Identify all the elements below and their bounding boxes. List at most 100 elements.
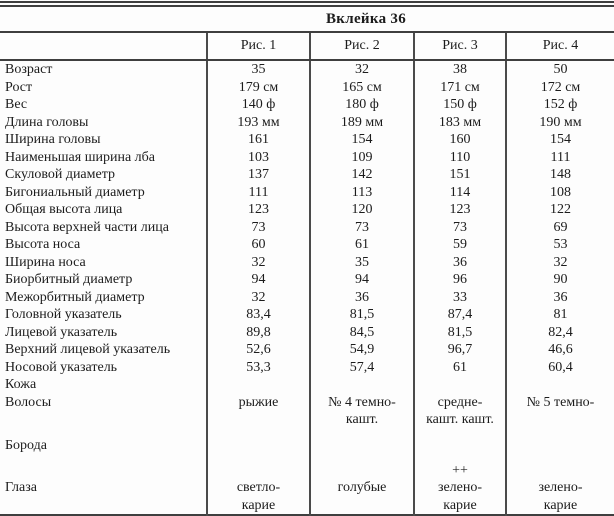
cell-value [309, 428, 414, 462]
table-row: Верхний лицевой указатель 52,6 54,9 96,7 46,… [0, 341, 614, 359]
cell-value: 122 [505, 201, 614, 219]
cell-value: 154 [505, 131, 614, 149]
cell-value [206, 376, 310, 394]
cell-value: 152 ф [505, 96, 614, 114]
table-row: Наименьшая ширина лба 103 109 110 111 [0, 148, 614, 166]
cell-value: 84,5 [309, 323, 414, 341]
table-row: Лицевой указатель 89,8 84,5 81,5 82,4 [0, 323, 614, 341]
table-row: Головной указатель 83,4 81,5 87,4 81 [0, 306, 614, 324]
cell-value: 160 [413, 131, 506, 149]
row-label: Высота верхней части лица [5, 219, 169, 235]
cell-value: 32 [309, 60, 414, 79]
cell-value: 114 [413, 183, 506, 201]
cell-value: 90 [505, 271, 614, 289]
cell-value: 190 мм [505, 113, 614, 131]
cell-value: 96,7 [413, 341, 506, 359]
row-label: Борода [5, 437, 47, 453]
table-body: Возраст 35 32 38 50 Рост 179 см 165 см 171 см 172… [0, 60, 614, 515]
table-row: Возраст 35 32 38 50 [0, 60, 614, 79]
row-label: Вес [5, 97, 28, 112]
cell-value: 180 ф [309, 96, 414, 114]
table-row: Межорбитный диаметр 32 36 33 36 [0, 288, 614, 306]
cell-value: 103 [206, 148, 310, 166]
cell-value: 32 [505, 253, 614, 271]
cell-value: 148 [505, 166, 614, 184]
cell-value: голубые [309, 461, 414, 515]
table-row: Скуловой диаметр 137 142 151 148 [0, 166, 614, 184]
cell-value: 81 [505, 306, 614, 324]
cell-value: 61 [413, 358, 506, 376]
cell-value: 53 [505, 236, 614, 254]
anthropometry-table: Рис. 1 Рис. 2 Рис. 3 Рис. 4 Возраст 35 32 3… [0, 31, 614, 516]
table-row: Носовой указатель 53,3 57,4 61 60,4 [0, 358, 614, 376]
row-label: Верхний лицевой указатель [5, 342, 171, 357]
table-row: Волосы рыжие № 4 темно- кашт. средне- кашт.… [0, 393, 614, 429]
cell-value: 172 см [505, 78, 614, 96]
cell-value: 193 мм [206, 113, 310, 131]
row-label: Биорбитный диаметр [5, 272, 133, 287]
table-row: Вес 140 ф 180 ф 150 ф 152 ф [0, 96, 614, 114]
cell-value: 81,5 [309, 306, 414, 324]
cell-value [413, 376, 506, 394]
cell-value: 38 [413, 60, 506, 79]
cell-value: 53,3 [206, 358, 310, 376]
table-header: Рис. 1 Рис. 2 Рис. 3 Рис. 4 [0, 31, 614, 61]
cell-value: 140 ф [206, 96, 310, 114]
cell-value: ++ зелено- карие [413, 461, 506, 515]
cell-value [505, 376, 614, 394]
cell-value: зелено- карие [505, 461, 614, 515]
cell-value: 36 [309, 288, 414, 306]
cell-value: 81,5 [413, 323, 506, 341]
cell-value: 189 мм [309, 113, 414, 131]
table-row: Биорбитный диаметр 94 94 96 90 [0, 271, 614, 289]
row-label: Рост [5, 79, 33, 95]
cell-value: 46,6 [505, 341, 614, 359]
cell-value: 137 [206, 166, 310, 184]
cell-value [505, 428, 614, 462]
cell-value: № 5 темно- [505, 393, 614, 429]
cell-value: 33 [413, 288, 506, 306]
cell-value: 94 [309, 271, 414, 289]
row-label: Кожа [5, 377, 37, 392]
cell-value: 161 [206, 131, 310, 149]
cell-value: 57,4 [309, 358, 414, 376]
cell-value: рыжие [206, 393, 310, 429]
cell-value: 50 [505, 60, 614, 79]
cell-value: 87,4 [413, 306, 506, 324]
cell-value: 35 [309, 253, 414, 271]
cell-value [206, 428, 310, 462]
table-row: Высота носа 60 61 59 53 [0, 236, 614, 254]
row-label: Возраст [5, 62, 53, 77]
cell-value: 32 [206, 253, 310, 271]
cell-value: 36 [413, 253, 506, 271]
cell-value: 109 [309, 148, 414, 166]
cell-value: 154 [309, 131, 414, 149]
cell-value: 61 [309, 236, 414, 254]
header-cell-fig2: Рис. 2 [309, 31, 414, 61]
row-label: Волосы [5, 394, 52, 410]
table-row: Ширина носа 32 35 36 32 [0, 253, 614, 271]
cell-value: средне- кашт. кашт. [413, 393, 506, 429]
table-row: Глаза светло- карие голубые ++ зелено- кари… [0, 461, 614, 515]
cell-value: 36 [505, 288, 614, 306]
cell-value: 35 [206, 60, 310, 79]
header-cell-fig4: Рис. 4 [505, 31, 614, 61]
row-label: Бигониальный диаметр [5, 184, 145, 200]
cell-value: 32 [206, 288, 310, 306]
row-label: Высота носа [5, 237, 81, 252]
cell-value: 171 см [413, 78, 506, 96]
cell-value: 96 [413, 271, 506, 289]
row-label: Глаза [5, 480, 37, 495]
cell-value: 165 см [309, 78, 414, 96]
table-row: Бигониальный диаметр 111 113 114 108 [0, 183, 614, 201]
cell-value: 123 [206, 201, 310, 219]
row-label: Головной указатель [5, 307, 122, 322]
cell-value: 52,6 [206, 341, 310, 359]
header-row: Рис. 1 Рис. 2 Рис. 3 Рис. 4 [0, 31, 614, 61]
table-row: Высота верхней части лица 73 73 73 69 [0, 218, 614, 236]
cell-value: 60,4 [505, 358, 614, 376]
row-label: Наименьшая ширина лба [5, 149, 155, 165]
cell-value: светло- карие [206, 461, 310, 515]
row-label: Общая высота лица [5, 202, 123, 217]
